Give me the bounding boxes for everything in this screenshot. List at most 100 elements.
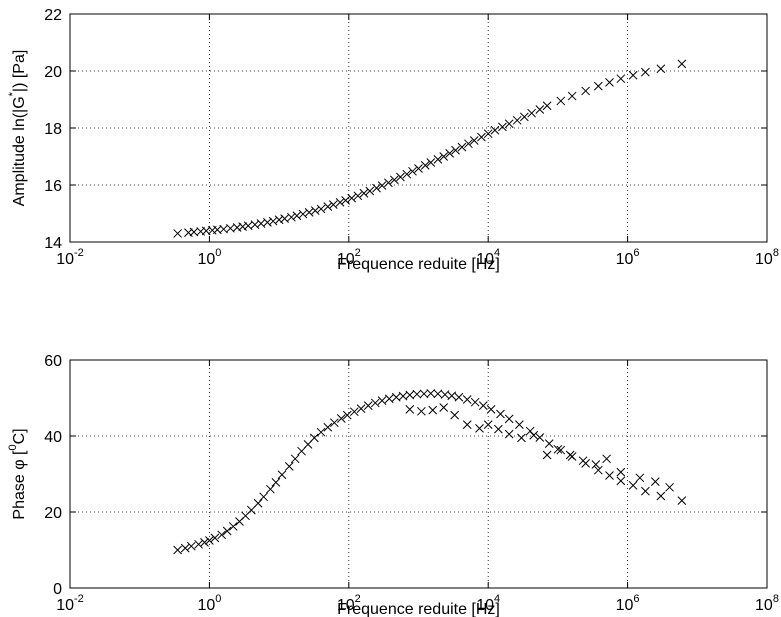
y-tick-label: 16 [44, 178, 62, 195]
y-tick-label: 40 [44, 429, 62, 446]
data-point-x-marker [519, 112, 529, 122]
data-point-x-marker [439, 403, 449, 412]
data-point-x-marker [515, 420, 524, 429]
data-point-x-marker [605, 78, 614, 87]
data-point-x-marker [389, 175, 399, 185]
data-point-x-marker [405, 405, 415, 414]
data-point-x-marker [628, 481, 638, 490]
y-tick-label: 14 [44, 235, 62, 252]
data-point-x-marker [656, 64, 666, 74]
data-point-x-marker [665, 482, 674, 492]
data-point-x-marker [247, 505, 256, 515]
data-point-x-marker [396, 172, 405, 182]
data-point-x-marker [504, 414, 514, 424]
data-point-x-marker [504, 119, 514, 129]
data-point-x-marker [426, 158, 436, 167]
data-point-x-marker [328, 200, 338, 210]
data-point-x-marker [205, 536, 214, 545]
data-point-x-marker [359, 188, 369, 198]
data-point-x-marker [336, 414, 346, 423]
data-point-x-marker [365, 186, 375, 196]
data-point-x-marker [280, 214, 289, 223]
data-point-x-marker [310, 206, 320, 216]
data-point-x-marker [496, 409, 505, 419]
x-axis-label: Frequence reduite [Hz] [337, 256, 500, 273]
data-point-x-marker [417, 406, 426, 416]
data-point-x-marker [451, 145, 460, 155]
data-point-x-marker [462, 395, 472, 404]
data-point-x-marker [259, 492, 268, 502]
x-tick-label: 108 [755, 247, 779, 268]
data-point-x-marker [535, 433, 545, 442]
x-tick-label: 100 [197, 593, 221, 614]
data-point-x-marker [483, 420, 493, 429]
data-point-x-marker [457, 142, 467, 152]
data-point-x-marker [253, 498, 263, 508]
data-point-x-marker [556, 96, 566, 106]
data-point-x-marker [377, 396, 387, 406]
grid-lines [70, 14, 767, 242]
data-point-x-marker [290, 454, 300, 464]
data-point-x-marker [377, 181, 387, 190]
data-point-x-marker [542, 450, 552, 460]
x-tick-label: 108 [755, 593, 779, 614]
data-point-x-marker [347, 193, 357, 203]
data-point-x-marker [384, 394, 394, 404]
data-point-x-marker [428, 405, 438, 415]
data-point-x-marker [605, 471, 614, 480]
x-tick-label: 100 [197, 247, 221, 268]
data-points [173, 389, 687, 555]
data-point-x-marker [544, 439, 554, 448]
data-point-x-marker [353, 191, 363, 201]
data-point-x-marker [535, 105, 545, 114]
y-axis-label: Phase φ [0C] [7, 428, 28, 519]
data-point-x-marker [462, 420, 472, 429]
data-point-x-marker [498, 122, 507, 132]
data-point-x-marker [426, 389, 436, 398]
data-point-x-marker [342, 410, 352, 420]
data-point-x-marker [490, 125, 500, 135]
x-axis-label: Frequence reduite [Hz] [337, 601, 500, 617]
data-point-x-marker [677, 496, 687, 505]
data-point-x-marker [316, 427, 326, 437]
data-point-x-marker [309, 433, 319, 443]
data-point-x-marker [408, 166, 417, 176]
data-point-x-marker [656, 491, 666, 501]
data-point-x-marker [483, 129, 493, 139]
data-point-x-marker [173, 229, 182, 238]
data-point-x-marker [363, 401, 373, 410]
data-point-x-marker [565, 450, 575, 460]
phase-panel: 10-2 100 102 104 106 108 0 20 40 60 Frequence redu… [7, 353, 779, 617]
y-tick-label: 22 [44, 7, 62, 24]
data-point-x-marker [186, 541, 196, 551]
data-point-x-marker [556, 445, 566, 455]
data-points [173, 59, 687, 238]
y-tick-label: 60 [44, 353, 62, 370]
data-point-x-marker [228, 522, 238, 531]
data-point-x-marker [581, 86, 590, 96]
data-point-x-marker [464, 139, 473, 149]
data-point-x-marker [641, 486, 650, 496]
data-point-x-marker [578, 456, 588, 466]
data-point-x-marker [316, 204, 326, 214]
data-point-x-marker [189, 227, 199, 237]
data-point-x-marker [405, 390, 415, 400]
data-point-x-marker [542, 101, 552, 111]
data-point-x-marker [475, 424, 484, 433]
data-point-x-marker [384, 178, 393, 188]
data-point-x-marker [304, 208, 314, 217]
data-point-x-marker [477, 132, 486, 142]
data-point-x-marker [200, 538, 209, 547]
data-point-x-marker [433, 389, 443, 399]
data-point-x-marker [271, 478, 281, 487]
data-point-x-marker [420, 160, 430, 170]
data-point-x-marker [222, 526, 232, 536]
data-point-x-marker [641, 67, 650, 77]
data-point-x-marker [447, 391, 457, 401]
data-point-x-marker [266, 484, 275, 494]
data-point-x-marker [486, 405, 496, 414]
data-point-x-marker [512, 115, 522, 125]
data-point-x-marker [478, 401, 488, 410]
amplitude-panel: 10-2 100 102 104 106 108 14 16 18 20 22 Frequence r… [7, 7, 779, 273]
data-point-x-marker [277, 470, 287, 480]
